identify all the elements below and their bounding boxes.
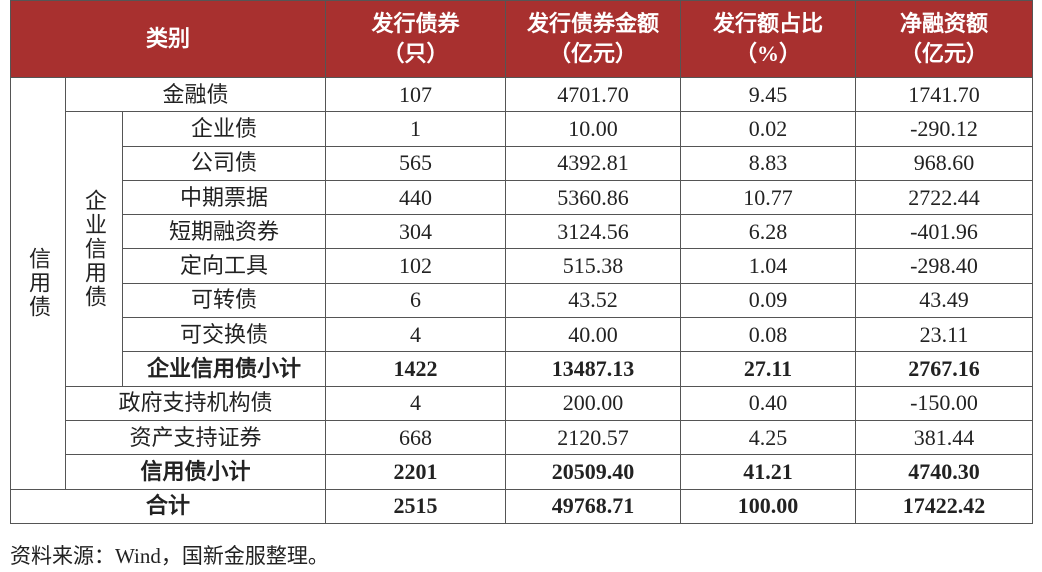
subgroup-label: 企业信用债 — [65, 111, 123, 387]
value-cell: 0.08 — [680, 317, 857, 353]
value-cell: 2722.44 — [855, 179, 1034, 216]
header-cell: 净融资额 （亿元） — [855, 0, 1034, 78]
value-cell: 0.40 — [680, 385, 857, 421]
value-cell: 8.83 — [680, 145, 857, 181]
value-cell: 1741.70 — [855, 76, 1034, 113]
value-cell: 49768.71 — [505, 488, 682, 524]
row-label: 政府支持机构债 — [64, 385, 327, 421]
value-cell: 4392.81 — [505, 145, 682, 181]
header-cell: 发行额占比 （%） — [680, 0, 857, 78]
value-cell: 565 — [325, 145, 507, 181]
table-row: 可交换债 4 40.00 0.08 23.11 — [11, 317, 1034, 353]
header-name: 发行债券金额 — [527, 11, 660, 36]
table-row: 短期融资券 304 3124.56 6.28 -401.96 — [11, 214, 1034, 250]
row-label: 企业信用债小计 — [121, 351, 327, 387]
value-cell: 2201 — [325, 454, 507, 490]
row-label: 合计 — [9, 488, 327, 524]
header-name: 发行额占比 — [713, 11, 824, 36]
row-label: 定向工具 — [121, 248, 327, 284]
value-cell: 40.00 — [505, 317, 682, 353]
table-row: 信用债小计 2201 20509.40 41.21 4740.30 — [11, 454, 1034, 490]
header-name: 类别 — [146, 26, 191, 51]
row-label: 资产支持证券 — [64, 419, 327, 456]
value-cell: 4740.30 — [855, 454, 1034, 490]
value-cell: 4.25 — [680, 419, 857, 456]
header-cell: 发行债券 （只） — [325, 0, 507, 78]
row-label: 信用债小计 — [64, 454, 327, 490]
row-label: 公司债 — [121, 145, 327, 181]
value-cell: 1.04 — [680, 248, 857, 284]
value-cell: 9.45 — [680, 76, 857, 113]
value-cell: 304 — [325, 214, 507, 250]
header-cell: 类别 — [9, 0, 327, 78]
value-cell: 668 — [325, 419, 507, 456]
bond-table: 类别 发行债券 （只） 发行债券金额 （亿元） 发行额占比 （%） 净融资额 （亿元） 信用债金… — [9, 0, 1034, 524]
table-row: 信用债 金融债 107 4701.70 9.45 1741.70 — [10, 76, 1034, 490]
header-cell: 发行债券金额 （亿元） — [505, 0, 682, 78]
table-row: 企业信用债 企业债 1 10.00 0.02 -290.12 — [11, 111, 1034, 387]
value-cell: 107 — [325, 76, 507, 113]
value-cell: 440 — [325, 179, 507, 216]
value-cell: 2767.16 — [855, 351, 1034, 387]
row-label: 可转债 — [121, 282, 327, 319]
value-cell: 968.60 — [855, 145, 1034, 181]
header-name: 净融资额 — [900, 11, 989, 36]
header-row: 类别 发行债券 （只） 发行债券金额 （亿元） 发行额占比 （%） 净融资额 （亿元） — [9, 0, 1034, 78]
value-cell: 41.21 — [680, 454, 857, 490]
row-label: 企业债 — [121, 111, 327, 147]
value-cell: 515.38 — [505, 248, 682, 284]
value-cell: 381.44 — [855, 419, 1034, 456]
value-cell: 2515 — [325, 488, 507, 524]
table-row: 合计 2515 49768.71 100.00 17422.42 — [9, 488, 1034, 524]
value-cell: 4 — [325, 317, 507, 353]
value-cell: 102 — [325, 248, 507, 284]
value-cell: 1422 — [325, 351, 507, 387]
value-cell: 13487.13 — [505, 351, 682, 387]
value-cell: -150.00 — [855, 385, 1034, 421]
value-cell: 0.02 — [680, 111, 857, 147]
header-unit: （亿元） — [549, 41, 638, 66]
value-cell: 100.00 — [680, 488, 857, 524]
value-cell: 5360.86 — [505, 179, 682, 216]
value-cell: 43.49 — [855, 282, 1034, 319]
header-unit: （亿元） — [900, 41, 989, 66]
value-cell: -401.96 — [855, 214, 1034, 250]
value-cell: 10.77 — [680, 179, 857, 216]
row-label: 可交换债 — [121, 317, 327, 353]
value-cell: 20509.40 — [505, 454, 682, 490]
value-cell: 17422.42 — [855, 488, 1034, 524]
table-row: 公司债 565 4392.81 8.83 968.60 — [11, 145, 1034, 181]
header-unit: （%） — [735, 41, 802, 66]
header-name: 发行债券 — [371, 11, 460, 36]
row-label: 中期票据 — [121, 179, 327, 216]
value-cell: 43.52 — [505, 282, 682, 319]
table-row: 企业信用债小计 1422 13487.13 27.11 2767.16 — [11, 351, 1034, 387]
value-cell: 3124.56 — [505, 214, 682, 250]
table-row: 资产支持证券 668 2120.57 4.25 381.44 — [11, 419, 1034, 456]
value-cell: 2120.57 — [505, 419, 682, 456]
value-cell: 27.11 — [680, 351, 857, 387]
value-cell: 0.09 — [680, 282, 857, 319]
value-cell: 6 — [325, 282, 507, 319]
group-label: 信用债 — [10, 77, 66, 490]
value-cell: 1 — [325, 111, 507, 147]
row-label: 金融债 — [64, 76, 327, 113]
table-row: 中期票据 440 5360.86 10.77 2722.44 — [11, 179, 1034, 216]
value-cell: -298.40 — [855, 248, 1034, 284]
value-cell: 4701.70 — [505, 76, 682, 113]
table-row: 可转债 6 43.52 0.09 43.49 — [11, 282, 1034, 319]
table-row: 政府支持机构债 4 200.00 0.40 -150.00 — [11, 385, 1034, 421]
row-label: 短期融资券 — [121, 214, 327, 250]
source-note: 资料来源：Wind，国新金服整理。 — [10, 544, 329, 568]
value-cell: 6.28 — [680, 214, 857, 250]
value-cell: 4 — [325, 385, 507, 421]
value-cell: -290.12 — [855, 111, 1034, 147]
value-cell: 200.00 — [505, 385, 682, 421]
value-cell: 10.00 — [505, 111, 682, 147]
table-row: 定向工具 102 515.38 1.04 -298.40 — [11, 248, 1034, 284]
header-unit: （只） — [382, 41, 449, 66]
value-cell: 23.11 — [855, 317, 1034, 353]
